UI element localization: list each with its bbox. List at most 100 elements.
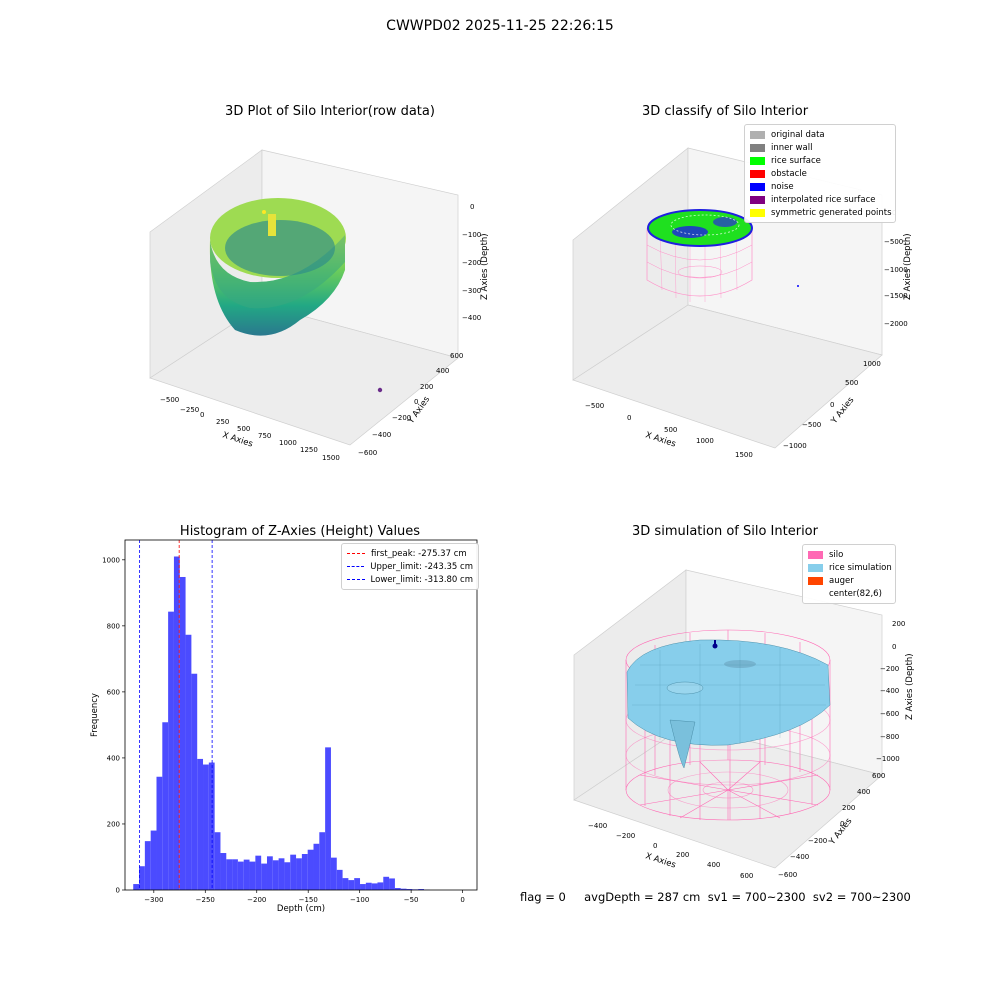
histogram-bar xyxy=(243,859,250,890)
plot2-ylabel: Y Axies xyxy=(829,395,857,427)
legend-swatch xyxy=(808,576,823,585)
histogram-bar xyxy=(330,857,337,890)
plot4-xtick: 400 xyxy=(707,861,720,869)
plot2-title: 3D classify of Silo Interior xyxy=(641,104,809,119)
histogram-bar xyxy=(319,832,326,890)
histogram-bar xyxy=(156,776,163,890)
histogram-bar xyxy=(290,854,297,890)
histogram-bar xyxy=(400,888,407,890)
histogram-bar xyxy=(220,853,227,890)
histogram-x-tick-label: −200 xyxy=(247,896,266,904)
plot1-zlabel: Z Axies (Depth) xyxy=(480,233,490,300)
plot4-silo-mesh xyxy=(625,629,831,821)
histogram-bar xyxy=(226,859,233,890)
histogram-bar xyxy=(237,861,244,890)
plot2-ztick: −2000 xyxy=(884,320,908,328)
plot4-title: 3D simulation of Silo Interior xyxy=(632,524,818,539)
plot1-ztick: −100 xyxy=(462,231,481,239)
plot1-title: 3D Plot of Silo Interior(row data) xyxy=(225,104,435,119)
legend-swatch xyxy=(750,182,765,191)
histogram-bar xyxy=(168,611,174,890)
plot1-ztick: −300 xyxy=(462,287,481,295)
plot4-ytick: −200 xyxy=(808,837,827,845)
histogram-bar xyxy=(418,889,424,890)
plot4-ztick: −800 xyxy=(880,733,899,741)
histogram-y-tick-label: 0 xyxy=(116,887,120,895)
histogram-bar xyxy=(336,869,343,890)
legend-line xyxy=(347,566,365,567)
plot2-ytick: 500 xyxy=(845,379,858,387)
legend-swatch xyxy=(808,550,823,559)
histogram-bar xyxy=(284,862,291,890)
plot1-ytick: −400 xyxy=(372,431,391,439)
plot2-ytick: −500 xyxy=(802,421,821,429)
legend-item: auger xyxy=(808,574,890,587)
plot4-ylabel: Y Axies xyxy=(827,816,855,848)
plot1-axes-box xyxy=(149,149,459,446)
plot2-ztick: −1500 xyxy=(884,292,908,300)
plot4-ztick: 200 xyxy=(892,620,905,628)
plot2-ytick: 0 xyxy=(830,401,834,409)
plot2-xtick: 1000 xyxy=(696,437,714,445)
histogram-frame xyxy=(124,539,478,891)
legend-line xyxy=(347,553,365,554)
histogram-x-tick-label: −150 xyxy=(299,896,318,904)
plot2-legend: original data inner wall rice surface ob… xyxy=(744,124,896,223)
histogram-bar xyxy=(412,889,419,890)
histogram-x-tick-label: −300 xyxy=(144,896,163,904)
histogram-bar xyxy=(307,849,314,890)
plot1-ytick: 600 xyxy=(450,352,463,360)
histogram-bar xyxy=(389,878,395,890)
histogram-bar xyxy=(173,556,180,890)
plot1-ylabel: Y Axies xyxy=(406,394,433,426)
plot4-rice-surface xyxy=(626,639,831,769)
legend-item: rice simulation xyxy=(808,561,892,574)
plot4-ztick: −200 xyxy=(880,665,899,673)
plot1-xtick: −500 xyxy=(160,396,179,404)
plot1-xtick: 1500 xyxy=(322,454,340,462)
histogram-x-ticks: −300 −250 −200 −150 −100 −50 0 xyxy=(144,890,465,904)
histogram-bar xyxy=(313,843,320,890)
plot2-silo-cloud xyxy=(646,209,799,302)
histogram-bar xyxy=(191,673,198,890)
plot4-ztick: −400 xyxy=(880,687,899,695)
plot1-xtick: 500 xyxy=(237,425,250,433)
plot4-ytick: −400 xyxy=(790,853,809,861)
histogram-bar xyxy=(133,884,140,890)
plot4-ytick: 600 xyxy=(872,772,885,780)
histogram-bar xyxy=(150,830,157,890)
histogram-bar xyxy=(249,861,256,890)
histogram-bar xyxy=(354,878,361,890)
plot4-xtick: 200 xyxy=(676,851,689,859)
plot4-ztick: 0 xyxy=(892,643,896,651)
plot1-point-cloud xyxy=(209,198,383,393)
histogram-x-tick-label: −250 xyxy=(196,896,215,904)
plot1-ztick: −400 xyxy=(462,314,481,322)
legend-item: obstacle xyxy=(750,167,890,180)
legend-swatch xyxy=(750,195,765,204)
histogram-y-tick-label: 200 xyxy=(107,820,120,828)
legend-swatch xyxy=(750,143,765,152)
histogram-bar xyxy=(325,747,331,890)
plot4-xlabel: X Axies xyxy=(644,851,677,870)
legend-item: original data xyxy=(750,128,890,141)
plot4-ztick: −1000 xyxy=(876,755,900,763)
histogram-bar xyxy=(360,884,366,890)
legend-item: Lower_limit: -313.80 cm xyxy=(347,573,473,586)
legend-swatch xyxy=(750,156,765,165)
plot4-ytick: 200 xyxy=(842,804,855,812)
histogram-bar xyxy=(394,888,401,890)
legend-item: interpolated rice surface xyxy=(750,193,890,206)
plot1-ytick: −600 xyxy=(358,449,377,457)
plot2-ytick: −1000 xyxy=(783,442,807,450)
histogram-legend: first_peak: -275.37 cm Upper_limit: -243… xyxy=(341,543,479,590)
legend-item: rice surface xyxy=(750,154,890,167)
plot4-ytick: −600 xyxy=(778,871,797,879)
histogram-bar xyxy=(179,576,186,890)
legend-item: symmetric generated points xyxy=(750,206,892,219)
histogram-bar xyxy=(272,860,279,890)
plot1-xtick: 250 xyxy=(216,418,229,426)
plot2-ztick: −1000 xyxy=(884,266,908,274)
figure-title: CWWPD02 2025-11-25 22:26:15 xyxy=(386,18,614,34)
histogram-vlines xyxy=(139,540,213,890)
